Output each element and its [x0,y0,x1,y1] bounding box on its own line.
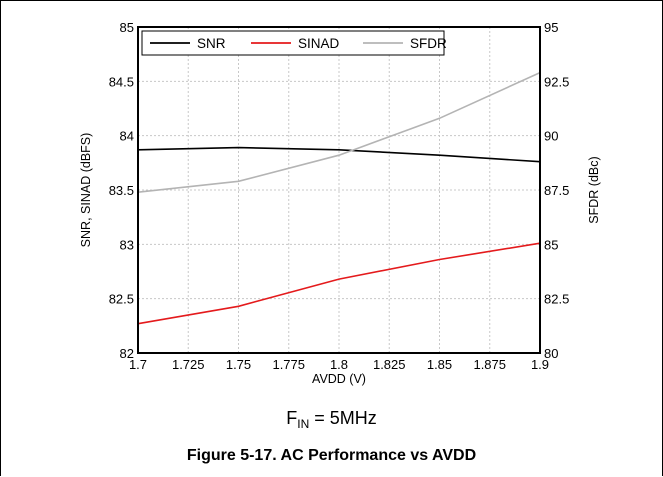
y-tick-label: 83.5 [109,183,134,198]
y2-tick-label: 90 [544,129,558,144]
series-lines [137,71,541,325]
test-condition: FIN = 5MHz [0,408,663,431]
y2-tick-label: 92.5 [544,74,569,89]
condition-subscript: IN [297,417,310,431]
legend-label-sfdr: SFDR [410,36,447,51]
y-tick-label: 82 [120,346,134,361]
x-tick-label: 1.875 [473,357,506,372]
y-tick-label: 85 [120,20,134,35]
y-tick-label: 82.5 [109,292,134,307]
legend-label-snr: SNR [197,36,226,51]
x-tick-label: 1.75 [226,357,251,372]
x-tick-label: 1.725 [172,357,205,372]
y-tick-label: 84.5 [109,74,134,89]
y2-tick-label: 80 [544,346,558,361]
grid [138,27,540,353]
y2-ticks: 80 82.5 85 87.5 90 92.5 95 [544,20,569,361]
figure-caption: Figure 5-17. AC Performance vs AVDD [186,447,477,464]
y-ticks: 82 82.5 83 83.5 84 84.5 85 [109,20,134,361]
x-tick-label: 1.9 [531,357,549,372]
x-tick-label: 1.85 [427,357,452,372]
y2-axis-label: SFDR (dBc) [587,156,601,223]
series-line-sfdr [137,71,541,193]
condition-symbol: F [286,408,298,428]
x-ticks: 1.7 1.725 1.75 1.775 1.8 1.825 1.85 1.875 1.9 [129,357,549,372]
x-axis-label: AVDD (V) [312,372,366,386]
y2-tick-label: 87.5 [544,183,569,198]
series-line-snr [137,146,541,163]
legend-label-sinad: SINAD [298,36,340,51]
x-tick-label: 1.825 [373,357,406,372]
condition-text: = 5MHz [309,408,377,428]
x-tick-label: 1.775 [272,357,305,372]
y-tick-label: 83 [120,237,134,252]
legend: SNR SINAD SFDR [141,30,447,56]
chart: 1.7 1.725 1.75 1.775 1.8 1.825 1.85 1.875 1.9 82… [79,20,601,386]
x-tick-label: 1.8 [330,357,348,372]
y2-tick-label: 82.5 [544,292,569,307]
y2-tick-label: 85 [544,237,558,252]
y-axis-label: SNR, SINAD (dBFS) [79,133,93,248]
plot-border [137,26,541,354]
x-tick-label: 1.7 [129,357,147,372]
y2-tick-label: 95 [544,20,558,35]
y-tick-label: 84 [120,129,134,144]
series-line-sinad [137,242,541,325]
